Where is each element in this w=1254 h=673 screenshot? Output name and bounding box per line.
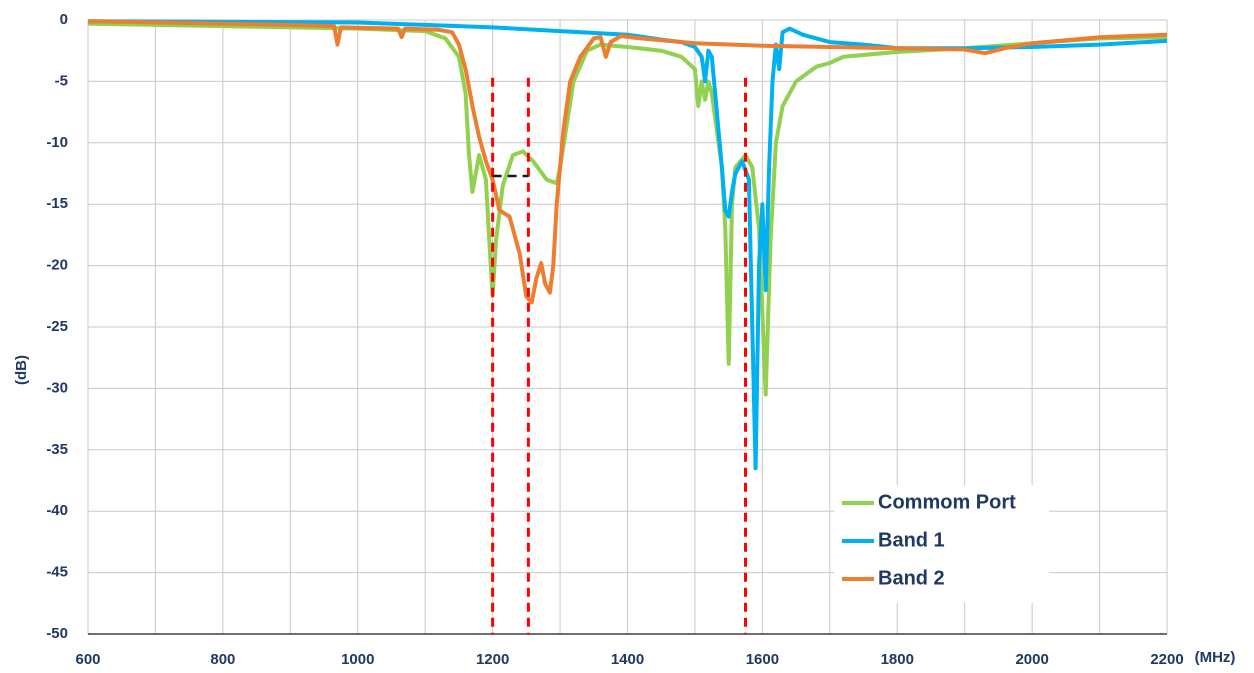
x-tick-label: 1200 — [476, 651, 509, 668]
x-tick-label: 2000 — [1015, 651, 1048, 668]
x-axis-label: (MHz) — [1195, 649, 1236, 666]
x-tick-label: 1600 — [746, 651, 779, 668]
series-line — [87, 21, 1168, 397]
legend-label: Band 2 — [878, 567, 945, 589]
y-tick-label: 0 — [60, 11, 68, 28]
y-tick-label: -25 — [46, 318, 68, 335]
x-tick-label: 1400 — [611, 651, 644, 668]
x-tick-label: 800 — [210, 651, 235, 668]
y-tick-label: -20 — [46, 257, 68, 274]
legend-label: Commom Port — [878, 491, 1016, 513]
x-tick-label: 1800 — [881, 651, 914, 668]
y-tick-label: -5 — [55, 72, 68, 89]
legend-label: Band 1 — [878, 529, 945, 551]
y-axis-label: (dB) — [13, 355, 30, 385]
y-tick-label: -35 — [46, 441, 68, 458]
y-tick-label: -50 — [46, 625, 68, 642]
y-tick-label: -15 — [46, 195, 68, 212]
x-tick-label: 600 — [75, 651, 100, 668]
y-tick-label: -30 — [46, 379, 68, 396]
y-tick-label: -45 — [46, 564, 68, 581]
series-line — [87, 19, 1168, 305]
x-tick-label: 1000 — [341, 651, 374, 668]
y-tick-label: -40 — [46, 502, 68, 519]
x-tick-label: 2200 — [1150, 651, 1183, 668]
y-tick-label: -10 — [46, 134, 68, 151]
